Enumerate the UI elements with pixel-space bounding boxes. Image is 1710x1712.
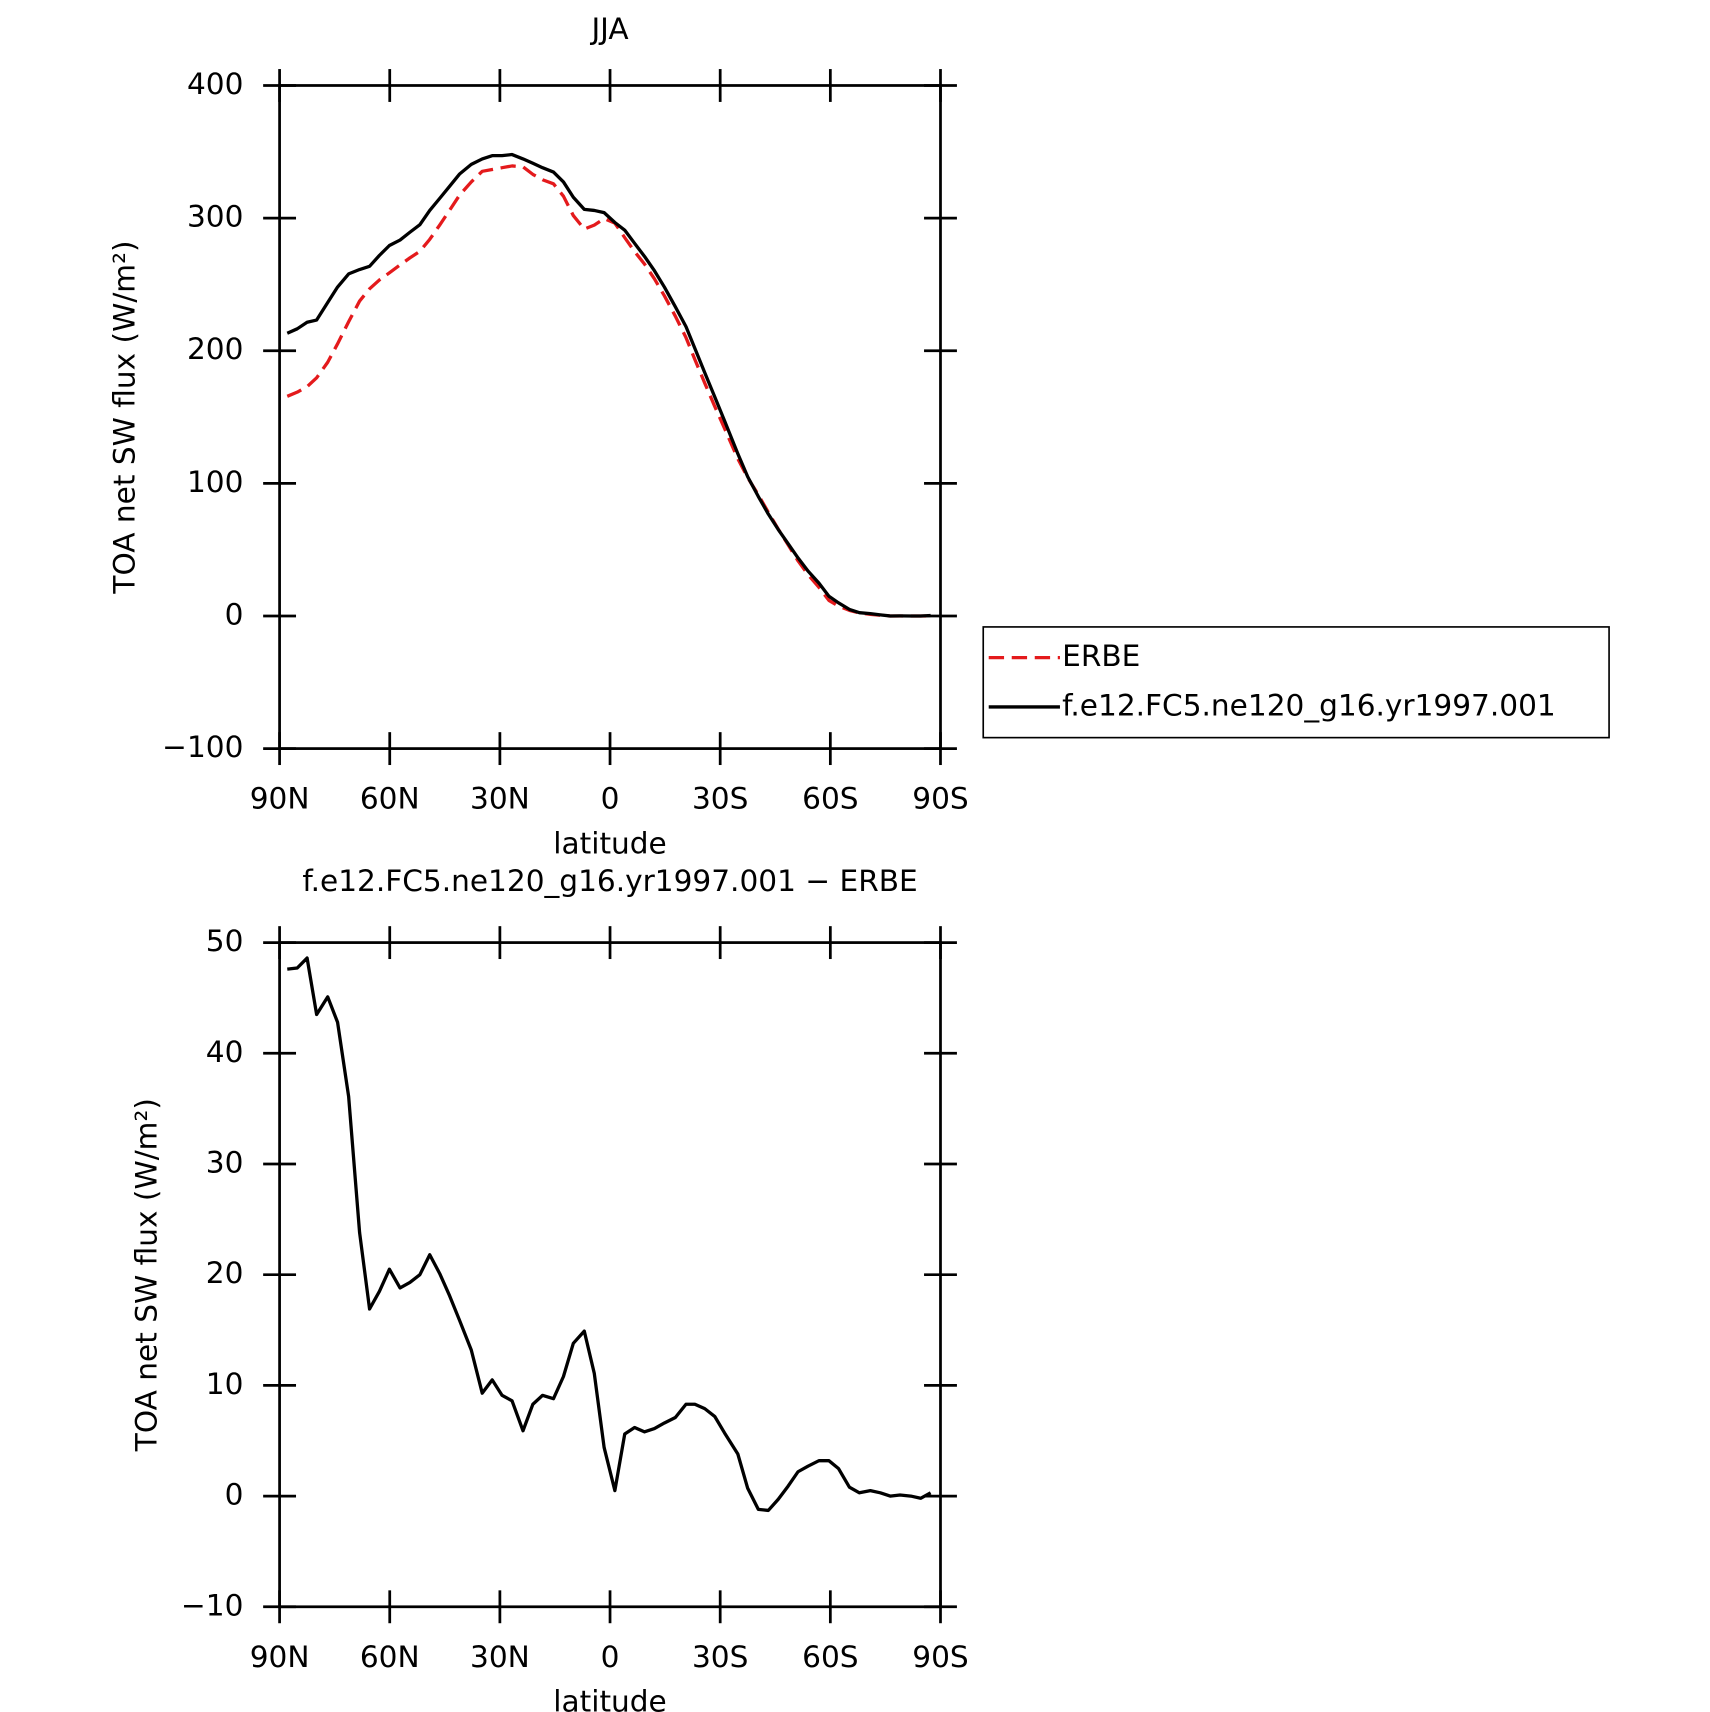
y-axis-label: TOA net SW flux (W/m²): [130, 1098, 164, 1452]
plot-frame: [278, 941, 942, 1609]
x-axis-label: latitude: [553, 827, 666, 861]
x-tick-label: 30N: [470, 782, 530, 816]
x-tick-label: 90N: [250, 1640, 310, 1674]
y-tick-label: 30: [206, 1145, 244, 1179]
chart-title: JJA: [589, 12, 628, 46]
x-tick-label: 60N: [360, 1640, 420, 1674]
x-tick-label: 60N: [360, 782, 420, 816]
y-tick-label: 40: [206, 1035, 244, 1069]
data-line: [287, 956, 932, 1513]
x-axis-label: latitude: [553, 1685, 666, 1712]
legend-label: ERBE: [1062, 639, 1140, 673]
y-tick-label: 0: [225, 597, 244, 631]
y-tick-label: 100: [187, 465, 243, 499]
y-tick-label: 0: [225, 1478, 244, 1512]
plot-frame: [278, 84, 942, 750]
y-axis-label: TOA net SW flux (W/m²): [108, 241, 142, 595]
x-tick-label: 60S: [802, 782, 858, 816]
x-tick-label: 90S: [912, 1640, 968, 1674]
legend-label: f.e12.FC5.ne120_g16.yr1997.001: [1062, 688, 1556, 722]
y-tick-label: 20: [206, 1256, 244, 1290]
x-tick-label: 30S: [692, 1640, 748, 1674]
x-tick-label: 60S: [802, 1640, 858, 1674]
chart-title: f.e12.FC5.ne120_g16.yr1997.001 − ERBE: [302, 864, 917, 898]
y-tick-label: 50: [206, 924, 244, 958]
x-tick-label: 30S: [692, 782, 748, 816]
x-tick-label: 30N: [470, 1640, 530, 1674]
x-tick-label: 90S: [912, 782, 968, 816]
y-tick-label: −10: [181, 1588, 243, 1622]
x-tick-label: 90N: [250, 782, 310, 816]
y-tick-label: 200: [187, 332, 243, 366]
x-tick-label: 0: [601, 1640, 620, 1674]
y-tick-label: 10: [206, 1367, 244, 1401]
data-line: [286, 164, 931, 618]
x-tick-label: 0: [601, 782, 620, 816]
legend-box: [982, 626, 1610, 739]
data-line: [286, 152, 931, 618]
y-tick-label: 300: [187, 200, 243, 234]
y-tick-label: −100: [162, 730, 243, 764]
y-tick-label: 400: [187, 67, 243, 101]
